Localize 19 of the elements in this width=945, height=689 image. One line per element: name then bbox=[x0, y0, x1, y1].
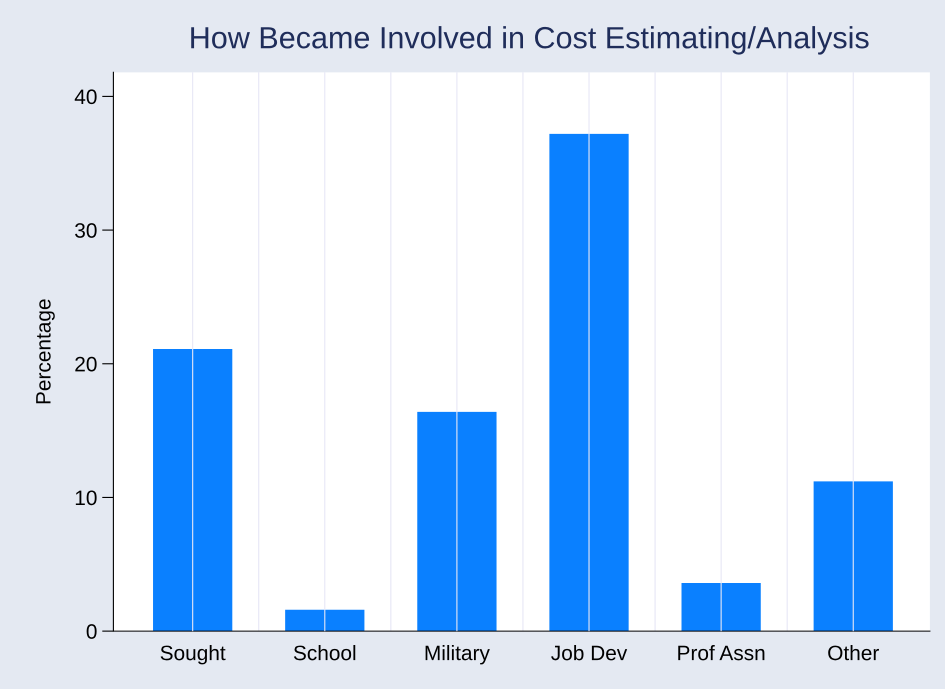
x-tick-label: Other bbox=[828, 645, 879, 660]
chart-title: How Became Involved in Cost Estimating/Analysis bbox=[191, 26, 869, 55]
bar bbox=[549, 134, 629, 632]
bar bbox=[814, 481, 893, 632]
y-tick-label: 10 bbox=[76, 490, 97, 506]
y-axis-title: Percentage bbox=[36, 299, 55, 404]
x-tick-label: Military bbox=[426, 645, 490, 664]
bar bbox=[153, 349, 232, 632]
bar bbox=[417, 412, 497, 632]
bar bbox=[285, 610, 364, 632]
x-tick-label: Job Dev bbox=[551, 645, 628, 660]
bar bbox=[682, 583, 761, 632]
x-tick-label: Prof Assn bbox=[678, 645, 764, 660]
x-tick-label: Sought bbox=[160, 645, 226, 664]
y-tick-label: 40 bbox=[74, 89, 97, 104]
x-tick-label: School bbox=[294, 645, 356, 660]
y-tick-label: 20 bbox=[75, 356, 97, 372]
y-tick-label: 0 bbox=[86, 624, 97, 639]
y-tick-label: 30 bbox=[75, 223, 97, 238]
